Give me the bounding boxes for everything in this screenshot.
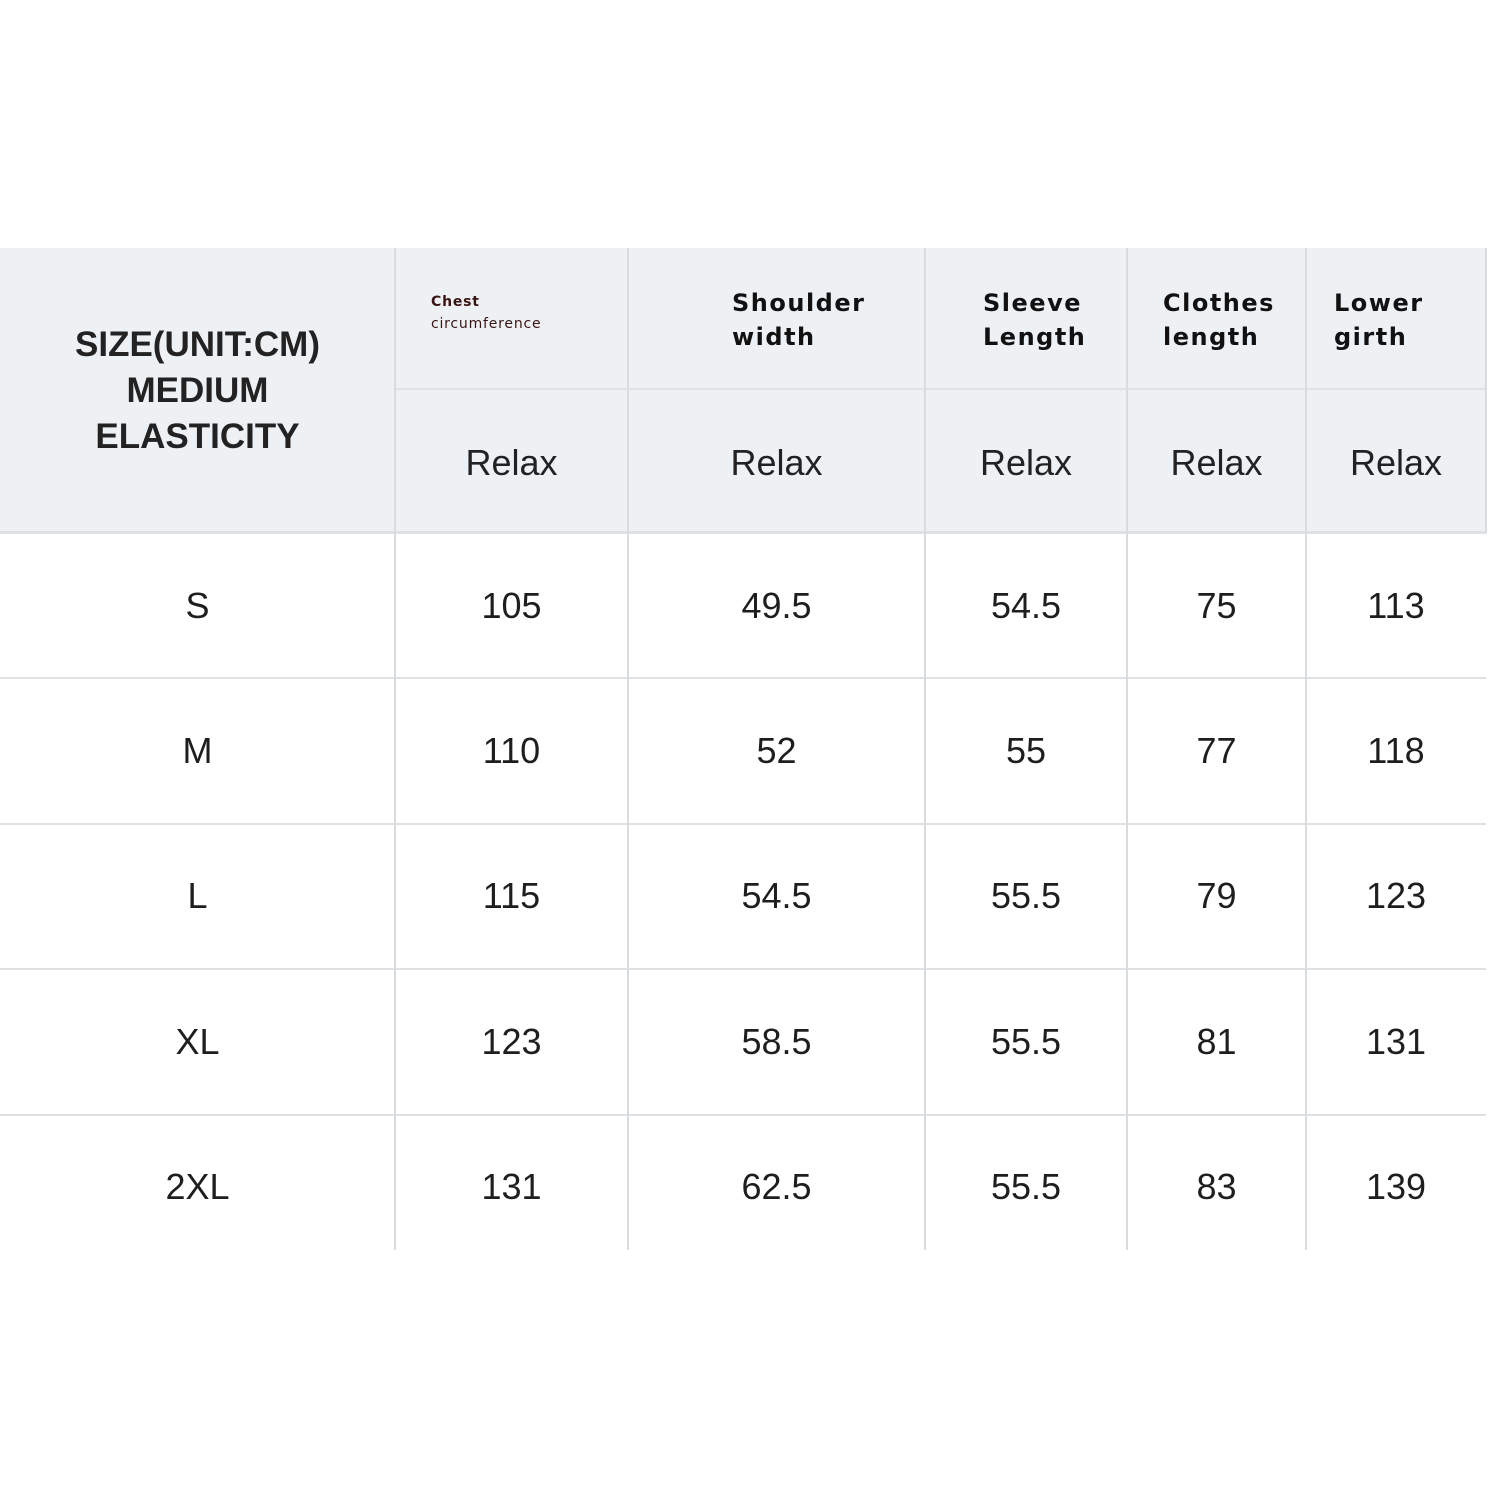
table-cell: 55 [1005, 730, 1047, 772]
table-cell: 55.5 [990, 1020, 1062, 1062]
column-divider [924, 248, 926, 1250]
table-cell: 115 [482, 875, 541, 917]
column-header-text: Clothes [1163, 289, 1275, 317]
table-cell: 118 [1367, 730, 1425, 772]
table-cell: 54.5 [741, 875, 812, 917]
column-header: Clothes length [1127, 248, 1306, 389]
table-cell: 123 [481, 1020, 542, 1062]
size-title-line: ELASTICITY [95, 416, 300, 456]
column-divider [1305, 248, 1307, 1250]
table-cell: 79 [1196, 875, 1237, 917]
size-title-line: MEDIUM [126, 370, 269, 410]
table-cell: 83 [1196, 1166, 1237, 1208]
table-cell: 58.5 [741, 1020, 812, 1062]
column-divider [394, 248, 396, 1250]
row-divider [0, 822, 1486, 825]
column-header-text: width [732, 323, 816, 351]
column-divider [627, 248, 629, 1250]
size-label: 2XL [165, 1166, 230, 1208]
table-cell: 77 [1196, 730, 1237, 772]
table-cell: 55.5 [990, 875, 1062, 917]
column-header-text: length [1163, 323, 1260, 351]
table-cell: 55.5 [990, 1166, 1062, 1208]
column-header-text: girth [1334, 323, 1408, 351]
table-cell: 62.5 [741, 1166, 812, 1208]
table-cell: 123 [1365, 875, 1427, 917]
row-divider [0, 677, 1486, 680]
size-label: XL [175, 1020, 220, 1062]
table-cell: 54.5 [990, 584, 1062, 626]
size-label: M [182, 730, 213, 772]
size-title-header: SIZE(UNIT:CM) MEDIUM ELASTICITY [0, 248, 395, 533]
fit-label: Relax [628, 389, 925, 533]
size-title-line: SIZE(UNIT:CM) [75, 324, 320, 364]
table-cell: 131 [481, 1166, 542, 1208]
column-header-text: Length [983, 323, 1087, 351]
fit-label: Relax [1127, 389, 1306, 533]
row-divider [0, 968, 1486, 971]
column-divider [1126, 248, 1128, 1250]
table-cell: 139 [1365, 1166, 1427, 1208]
table-cell: 52 [756, 730, 797, 772]
table-cell: 110 [482, 730, 541, 772]
size-label: L [187, 875, 208, 917]
fit-label: Relax [1306, 389, 1486, 533]
column-divider [1485, 248, 1487, 533]
column-header-text: Sleeve [983, 289, 1082, 317]
column-header: Lower girth [1306, 248, 1486, 389]
column-header: Shoulder width [628, 248, 925, 389]
column-header-text: Shoulder [732, 289, 866, 317]
column-header-text: Lower [1334, 289, 1424, 317]
column-header: Chest circumference [395, 248, 628, 389]
row-divider [0, 1113, 1486, 1116]
table-cell: 75 [1196, 584, 1237, 626]
table-cell: 131 [1365, 1020, 1427, 1062]
table-cell: 81 [1196, 1020, 1237, 1062]
table-cell: 105 [481, 584, 542, 626]
column-header-text: circumference [431, 316, 542, 332]
column-header-text: Chest [431, 294, 480, 310]
table-cell: 113 [1367, 584, 1425, 626]
table-cell: 49.5 [741, 584, 812, 626]
header-divider [0, 531, 1486, 534]
fit-label: Relax [925, 389, 1127, 533]
size-label: S [185, 584, 210, 626]
header-subdivider [395, 388, 1486, 390]
column-header: Sleeve Length [925, 248, 1127, 389]
fit-label: Relax [395, 389, 628, 533]
